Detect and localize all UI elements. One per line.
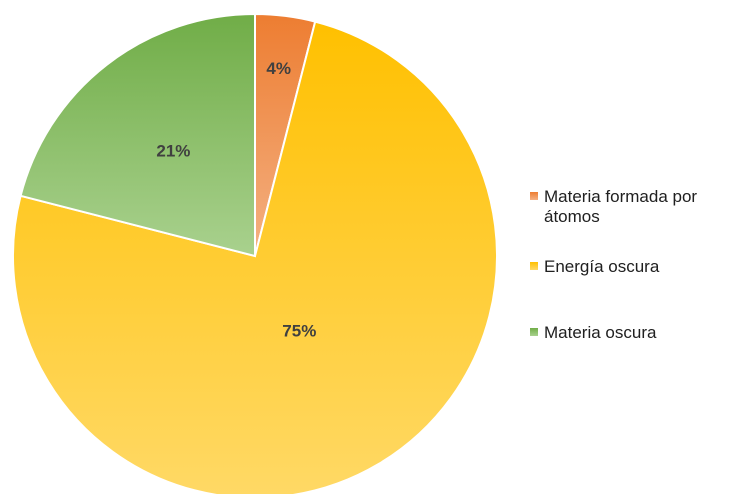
- data-label-energia-oscura: 75%: [282, 322, 316, 341]
- legend-label-materia-formada-por-atomos-line-1: Materia formada por: [544, 187, 697, 206]
- pie-slice-energia-oscura: [12, 20, 498, 494]
- legend-marker-energia-oscura: [530, 262, 538, 270]
- legend-marker-materia-formada-por-atomos: [530, 192, 538, 200]
- pie-slices: [12, 12, 498, 494]
- pie-slice-materia-oscura: [19, 12, 256, 258]
- legend-label-energia-oscura: Energía oscura: [544, 257, 660, 276]
- legend-marker-materia-oscura: [530, 328, 538, 336]
- legend-label-materia-oscura: Materia oscura: [544, 323, 657, 342]
- legend-item-materia-oscura: Materia oscura: [530, 323, 657, 342]
- legend-item-energia-oscura: Energía oscura: [530, 257, 660, 276]
- legend-label-materia-formada-por-atomos-line-2: átomos: [544, 207, 600, 226]
- data-label-materia-formada-por-atomos: 4%: [266, 59, 291, 78]
- data-label-materia-oscura: 21%: [156, 141, 190, 160]
- data-labels: 4% 75% 21%: [156, 59, 316, 340]
